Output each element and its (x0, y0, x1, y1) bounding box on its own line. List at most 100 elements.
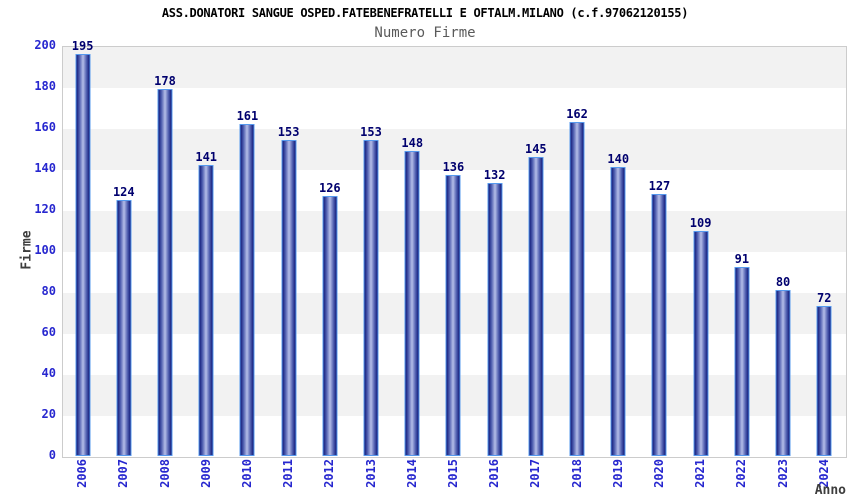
y-tick-label: 140 (34, 161, 56, 175)
x-tick-cell: 2023 (762, 459, 803, 499)
bar-column-2020: 127 (639, 46, 680, 456)
x-tick-label: 2007 (116, 459, 131, 488)
x-tick-label: 2008 (157, 459, 172, 488)
bar-value-label: 126 (318, 181, 341, 195)
y-tick-label: 100 (34, 243, 56, 257)
bar (404, 151, 420, 456)
bar-column-2014: 148 (392, 46, 433, 456)
bar-value-label: 148 (401, 136, 424, 150)
y-tick-label: 180 (34, 79, 56, 93)
x-tick-cell: 2008 (144, 459, 185, 499)
bar-value-label: 141 (195, 150, 218, 164)
bar-column-2009: 141 (186, 46, 227, 456)
x-tick-cell: 2016 (474, 459, 515, 499)
bar (322, 196, 338, 456)
bar-value-label: 127 (648, 179, 671, 193)
bar-value-label: 162 (566, 107, 588, 121)
x-tick-label: 2014 (404, 459, 419, 488)
bar-column-2024: 72 (804, 46, 845, 456)
bar (487, 183, 503, 456)
bar (775, 290, 791, 456)
x-tick-cell: 2013 (350, 459, 391, 499)
y-tick-label: 0 (48, 448, 56, 462)
x-tick-cell: 2021 (680, 459, 721, 499)
x-tick-cell: 2020 (639, 459, 680, 499)
x-tick-label: 2018 (569, 459, 584, 488)
chart-title: ASS.DONATORI SANGUE OSPED.FATEBENEFRATEL… (161, 6, 689, 20)
bar-column-2007: 124 (103, 46, 144, 456)
bar-value-label: 91 (734, 252, 750, 266)
x-tick-label: 2009 (198, 459, 213, 488)
bar (445, 175, 461, 456)
bar-value-label: 80 (775, 275, 791, 289)
x-tick-cell: 2012 (309, 459, 350, 499)
x-tick-label: 2006 (75, 459, 90, 488)
x-tick-cell: 2022 (721, 459, 762, 499)
bar-value-label: 195 (71, 39, 94, 53)
x-axis-labels: 2006 2007 2008 2009 2010 2011 2012 2013 2014 2015… (62, 459, 845, 499)
bar (363, 140, 379, 456)
x-tick-label: 2016 (487, 459, 502, 488)
x-tick-cell: 2006 (62, 459, 103, 499)
bar-column-2011: 153 (268, 46, 309, 456)
x-tick-cell: 2018 (556, 459, 597, 499)
x-tick-label: 2011 (281, 459, 296, 488)
x-tick-label: 2013 (363, 459, 378, 488)
bar-column-2008: 178 (144, 46, 185, 456)
y-tick-label: 60 (41, 325, 56, 339)
x-tick-label: 2020 (651, 459, 666, 488)
bar (75, 54, 91, 456)
bar (239, 124, 255, 456)
bar-value-label: 132 (483, 168, 506, 182)
bar (281, 140, 297, 456)
bar-column-2013: 153 (350, 46, 391, 456)
bar-column-2012: 126 (309, 46, 350, 456)
x-tick-cell: 2015 (433, 459, 474, 499)
x-tick-label: 2010 (239, 459, 254, 488)
bar-column-2018: 162 (556, 46, 597, 456)
bar-column-2016: 132 (474, 46, 515, 456)
bar-value-label: 153 (360, 125, 382, 139)
x-tick-cell: 2014 (392, 459, 433, 499)
bar-column-2006: 195 (62, 40, 103, 456)
bar-value-label: 161 (236, 109, 259, 123)
x-tick-label: 2012 (322, 459, 337, 488)
y-tick-label: 120 (34, 202, 56, 216)
bar (734, 267, 750, 456)
x-tick-label: 2017 (528, 459, 543, 488)
x-axis-title: Anno (814, 483, 846, 498)
bar-value-label: 153 (277, 125, 300, 139)
x-tick-cell: 2017 (515, 459, 556, 499)
bar-value-label: 145 (524, 142, 547, 156)
bar-column-2017: 145 (515, 46, 556, 456)
bar (157, 89, 173, 456)
bar-value-label: 140 (607, 152, 630, 166)
x-tick-label: 2021 (693, 459, 708, 488)
x-tick-cell: 2011 (268, 459, 309, 499)
x-tick-cell: 2010 (227, 459, 268, 499)
y-tick-label: 80 (41, 284, 56, 298)
bar (610, 167, 626, 456)
bar (651, 194, 667, 456)
bars-row: 195 124 178 141 161 153 126 153 148 136 132 145 162 1… (62, 40, 845, 456)
bar-column-2023: 80 (762, 46, 803, 456)
bar (569, 122, 585, 456)
y-tick-label: 160 (34, 120, 56, 134)
y-tick-label: 20 (41, 407, 56, 421)
chart-subtitle: Numero Firme (374, 25, 476, 41)
bar (693, 231, 709, 456)
bar (198, 165, 214, 456)
bar-value-label: 72 (817, 291, 832, 305)
bar-column-2015: 136 (433, 46, 474, 456)
bar (816, 306, 832, 456)
bar-column-2021: 109 (680, 46, 721, 456)
x-tick-cell: 2019 (598, 459, 639, 499)
x-tick-label: 2019 (610, 459, 625, 488)
y-axis-title: Firme (19, 230, 35, 270)
x-tick-label: 2022 (734, 459, 749, 488)
x-tick-cell: 2009 (186, 459, 227, 499)
bar-column-2019: 140 (598, 46, 639, 456)
x-tick-label: 2015 (445, 459, 460, 488)
x-tick-label: 2023 (775, 459, 790, 488)
